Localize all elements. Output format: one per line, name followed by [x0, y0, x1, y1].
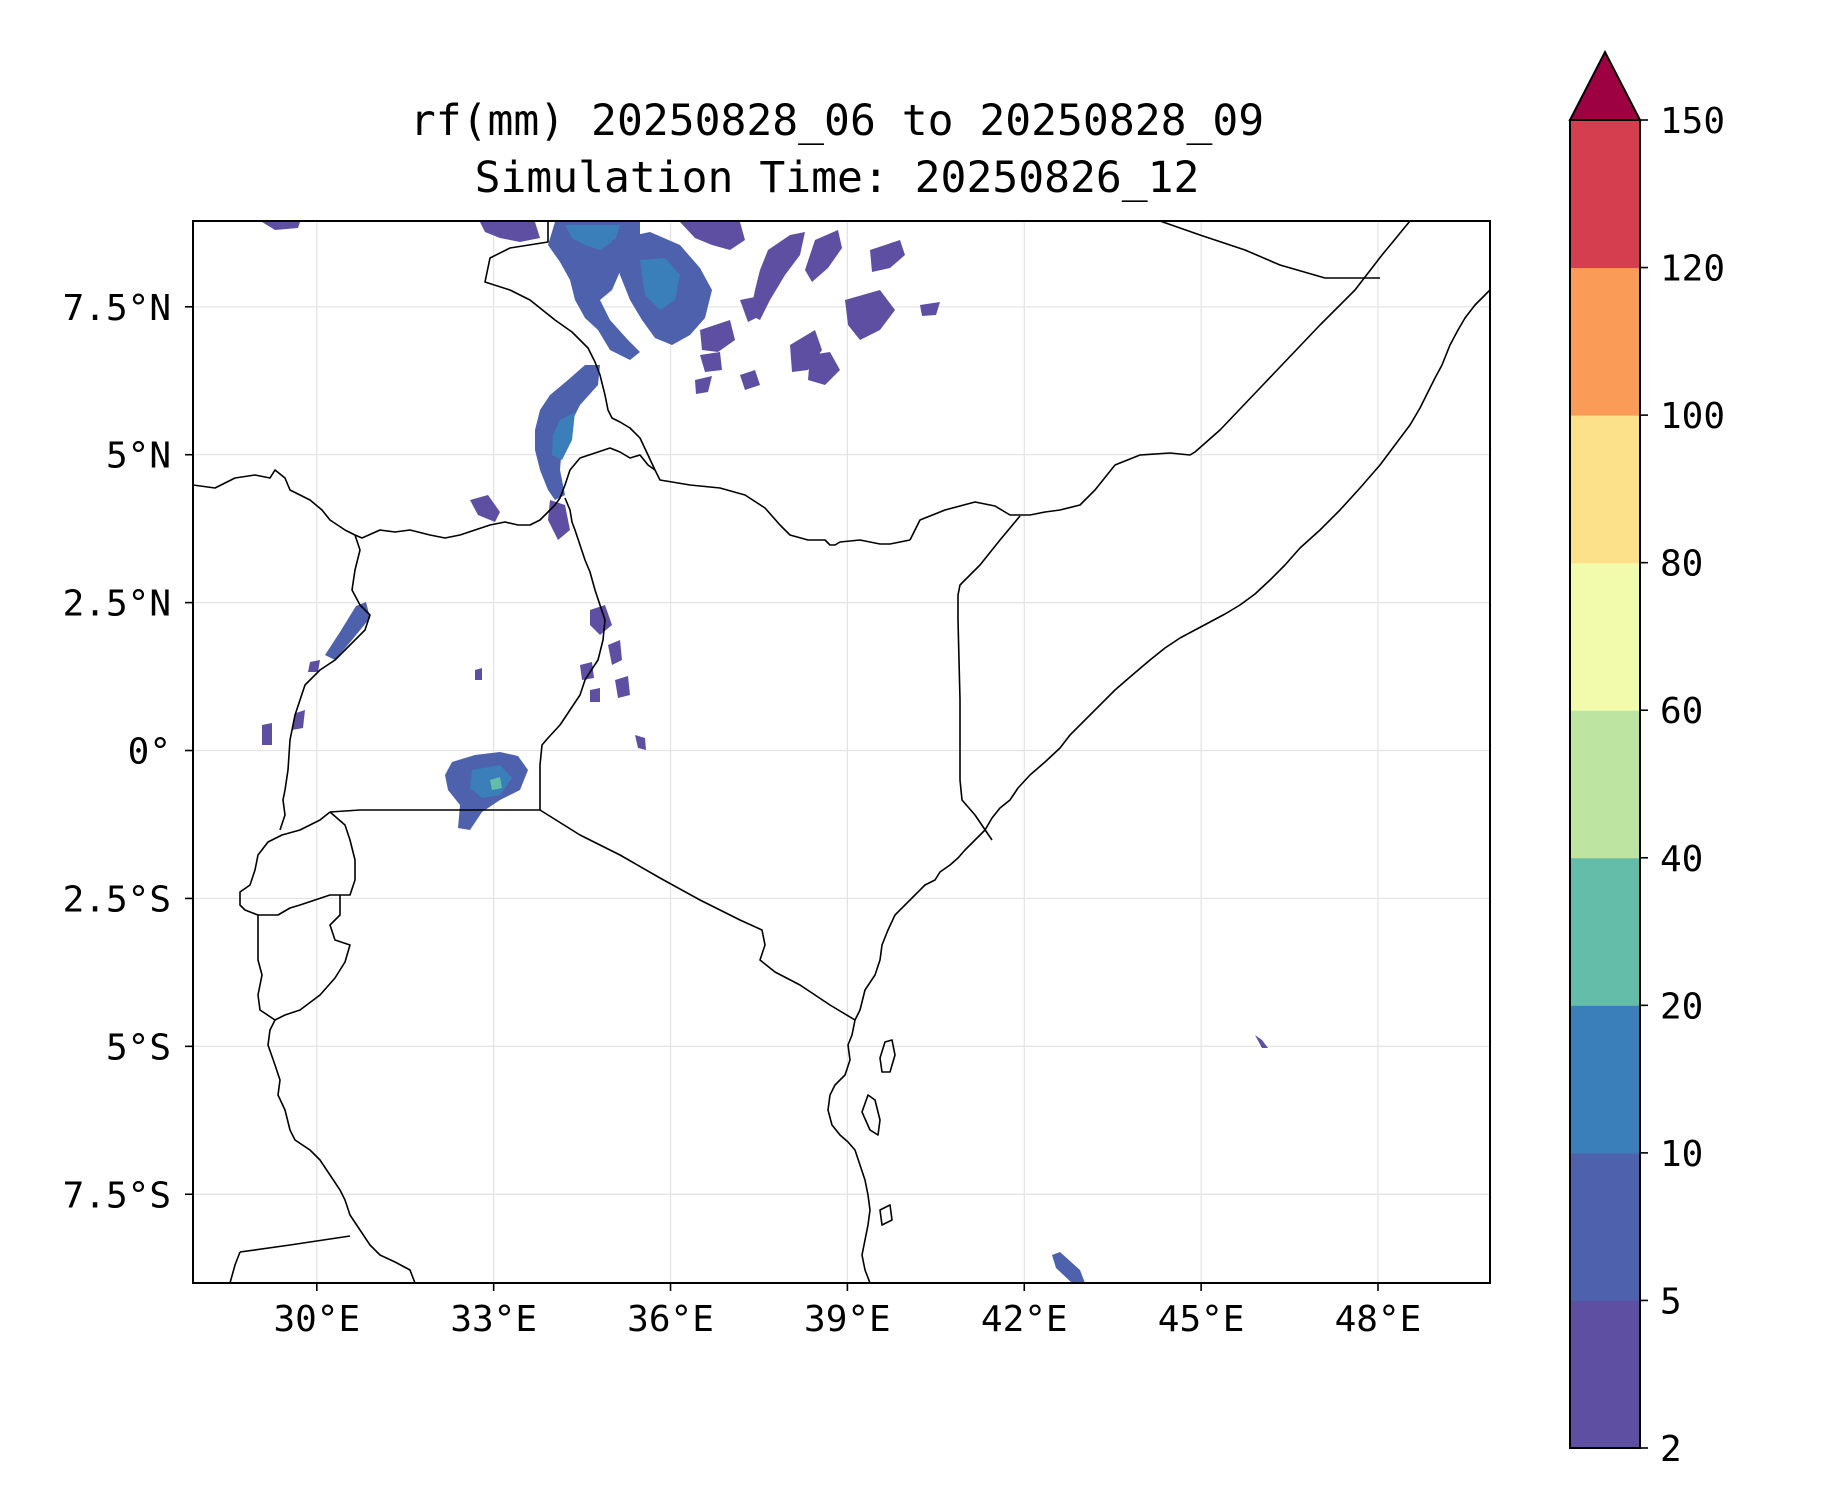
- rain-cell-western-uganda-1: [308, 660, 320, 672]
- coastline-east-africa: [854, 289, 1490, 1021]
- rain-cell-lake-albert: [325, 602, 370, 660]
- colorbar-tick-label: 100: [1660, 396, 1725, 437]
- rain-cell-uganda-north-1: [470, 495, 500, 522]
- rain-cell-nw-corner: [262, 222, 300, 230]
- rain-cell-ocean-south: [1052, 1252, 1085, 1283]
- rain-band-south-sudan-uganda: [535, 365, 600, 500]
- colorbar-segment: [1570, 1300, 1640, 1449]
- colorbar-segment: [1570, 267, 1640, 416]
- border-kenya-tanzania: [539, 809, 856, 1021]
- rain-cell-ethiopia-east-4: [845, 290, 895, 340]
- rainfall-field: [262, 222, 1268, 1283]
- y-tick-label: 7.5°N: [63, 288, 171, 329]
- y-tick-label: 2.5°N: [63, 584, 171, 625]
- border-uganda-drc: [279, 534, 371, 831]
- rain-cell-kenya-west-3: [615, 676, 630, 698]
- rain-cell-kenya-west-4: [580, 662, 594, 680]
- colorbar-tick-label: 2: [1660, 1429, 1682, 1470]
- border-uganda-kenya: [539, 497, 606, 810]
- y-tick-label: 0°: [128, 732, 171, 773]
- island-mafia: [879, 1204, 893, 1226]
- border-south-sudan-uganda: [193, 447, 656, 539]
- x-tick-label: 45°E: [1158, 1299, 1245, 1340]
- coastline-tanzania: [827, 1019, 871, 1283]
- colorbar-frame: [1569, 119, 1641, 1449]
- rain-cell-ocean-speck: [1255, 1035, 1268, 1048]
- rain-cell-ethiopia-east-1: [750, 232, 805, 320]
- colorbar-segment: [1570, 415, 1640, 564]
- colorbar-segment: [1570, 857, 1640, 1006]
- colorbar-segment: [1570, 1152, 1640, 1301]
- rain-cell-ethiopia-south-1: [808, 352, 840, 385]
- x-tick-label: 39°E: [804, 1299, 891, 1340]
- island-pemba: [879, 1039, 896, 1073]
- rain-cell-central-uganda: [475, 668, 482, 680]
- border-ethiopia-eritrea: [1159, 221, 1380, 279]
- colorbar-tick-label: 60: [1660, 691, 1703, 732]
- rain-cell-ethiopia-east-6: [700, 320, 735, 352]
- country-borders: [193, 221, 1490, 1283]
- rain-band-south-sudan-uganda-core: [552, 412, 575, 460]
- rain-cell-sudan-northwest: [480, 222, 540, 242]
- colorbar-tick-label: 5: [1660, 1281, 1682, 1322]
- colorbar-tick-label: 120: [1660, 249, 1725, 290]
- rain-cell-kenya-west-1: [590, 605, 612, 635]
- colorbar-segment: [1570, 1005, 1640, 1154]
- map-plot-area: 30°E 33°E 36°E 39°E 42°E 45°E 48°E 7.5°N 5°N 2.5…: [63, 220, 1491, 1340]
- colorbar-segment: [1570, 120, 1640, 269]
- rain-cell-ethiopia-north: [680, 222, 745, 250]
- colorbar-segment: [1570, 562, 1640, 711]
- rain-cell-ethiopia-central-core: [640, 258, 680, 310]
- border-ethiopia-west: [484, 221, 911, 546]
- rain-cell-kenya-west-5: [590, 688, 600, 702]
- rain-cell-ethiopia-south-3: [740, 370, 760, 390]
- border-rwanda-burundi: [239, 811, 356, 916]
- y-tick-label: 5°S: [106, 1027, 171, 1068]
- colorbar-tick-label: 150: [1660, 101, 1725, 142]
- x-tick-label: 36°E: [627, 1299, 714, 1340]
- colorbar-extend-triangle: [1568, 49, 1642, 121]
- rain-cell-ethiopia-west-core: [565, 225, 620, 250]
- colorbar-tick-label: 10: [1660, 1134, 1703, 1175]
- colorbar-tick-label: 80: [1660, 544, 1703, 585]
- rain-cell-ethiopia-east-3: [870, 240, 905, 272]
- colorbar-tick-label: 20: [1660, 986, 1703, 1027]
- x-tick-label: 48°E: [1335, 1299, 1422, 1340]
- colorbar: 2 5 10 20 40 60 80 100 120 150: [1568, 49, 1725, 1470]
- rain-cell-ethiopia-south-2: [700, 352, 722, 372]
- rain-cell-east-small: [920, 302, 940, 316]
- rain-cell-western-uganda-2: [292, 710, 305, 730]
- border-tanzania-west: [257, 915, 416, 1283]
- rain-cell-western-uganda-3: [262, 723, 272, 745]
- island-zanzibar: [861, 1094, 881, 1136]
- border-tanzania-zambia: [239, 1235, 351, 1253]
- border-ethiopia-somalia: [909, 221, 1411, 541]
- border-kenya-somalia: [957, 515, 1021, 841]
- rain-cell-ethiopia-east-7: [740, 296, 762, 322]
- map-frame: [192, 220, 1491, 1284]
- x-tick-label: 33°E: [450, 1299, 537, 1340]
- rain-cell-uganda-north-2: [548, 500, 570, 540]
- rain-cell-ethiopia-east-5: [790, 330, 822, 372]
- map-title-line-2: Simulation Time: 20250826_12: [475, 153, 1200, 203]
- x-tick-label: 30°E: [273, 1299, 360, 1340]
- rain-cell-kenya-west-2: [608, 640, 622, 665]
- colorbar-segment: [1570, 710, 1640, 859]
- y-tick-label: 5°N: [106, 436, 171, 477]
- rain-cell-lake-victoria-peak: [490, 777, 502, 790]
- rain-cell-kenya-central: [635, 735, 646, 750]
- rain-cell-ethiopia-east-2: [805, 230, 842, 282]
- y-tick-label: 7.5°S: [63, 1175, 171, 1216]
- map-title-line-1: rf(mm) 20250828_06 to 20250828_09: [410, 96, 1264, 146]
- rain-cell-ethiopia-south-4: [695, 376, 712, 394]
- border-burundi-tanzania: [274, 895, 351, 1021]
- x-tick-label: 42°E: [981, 1299, 1068, 1340]
- border-sw-corner: [229, 1251, 241, 1283]
- y-tick-label: 2.5°S: [63, 879, 171, 920]
- border-uganda-tanzania: [329, 809, 540, 813]
- colorbar-tick-label: 40: [1660, 839, 1703, 880]
